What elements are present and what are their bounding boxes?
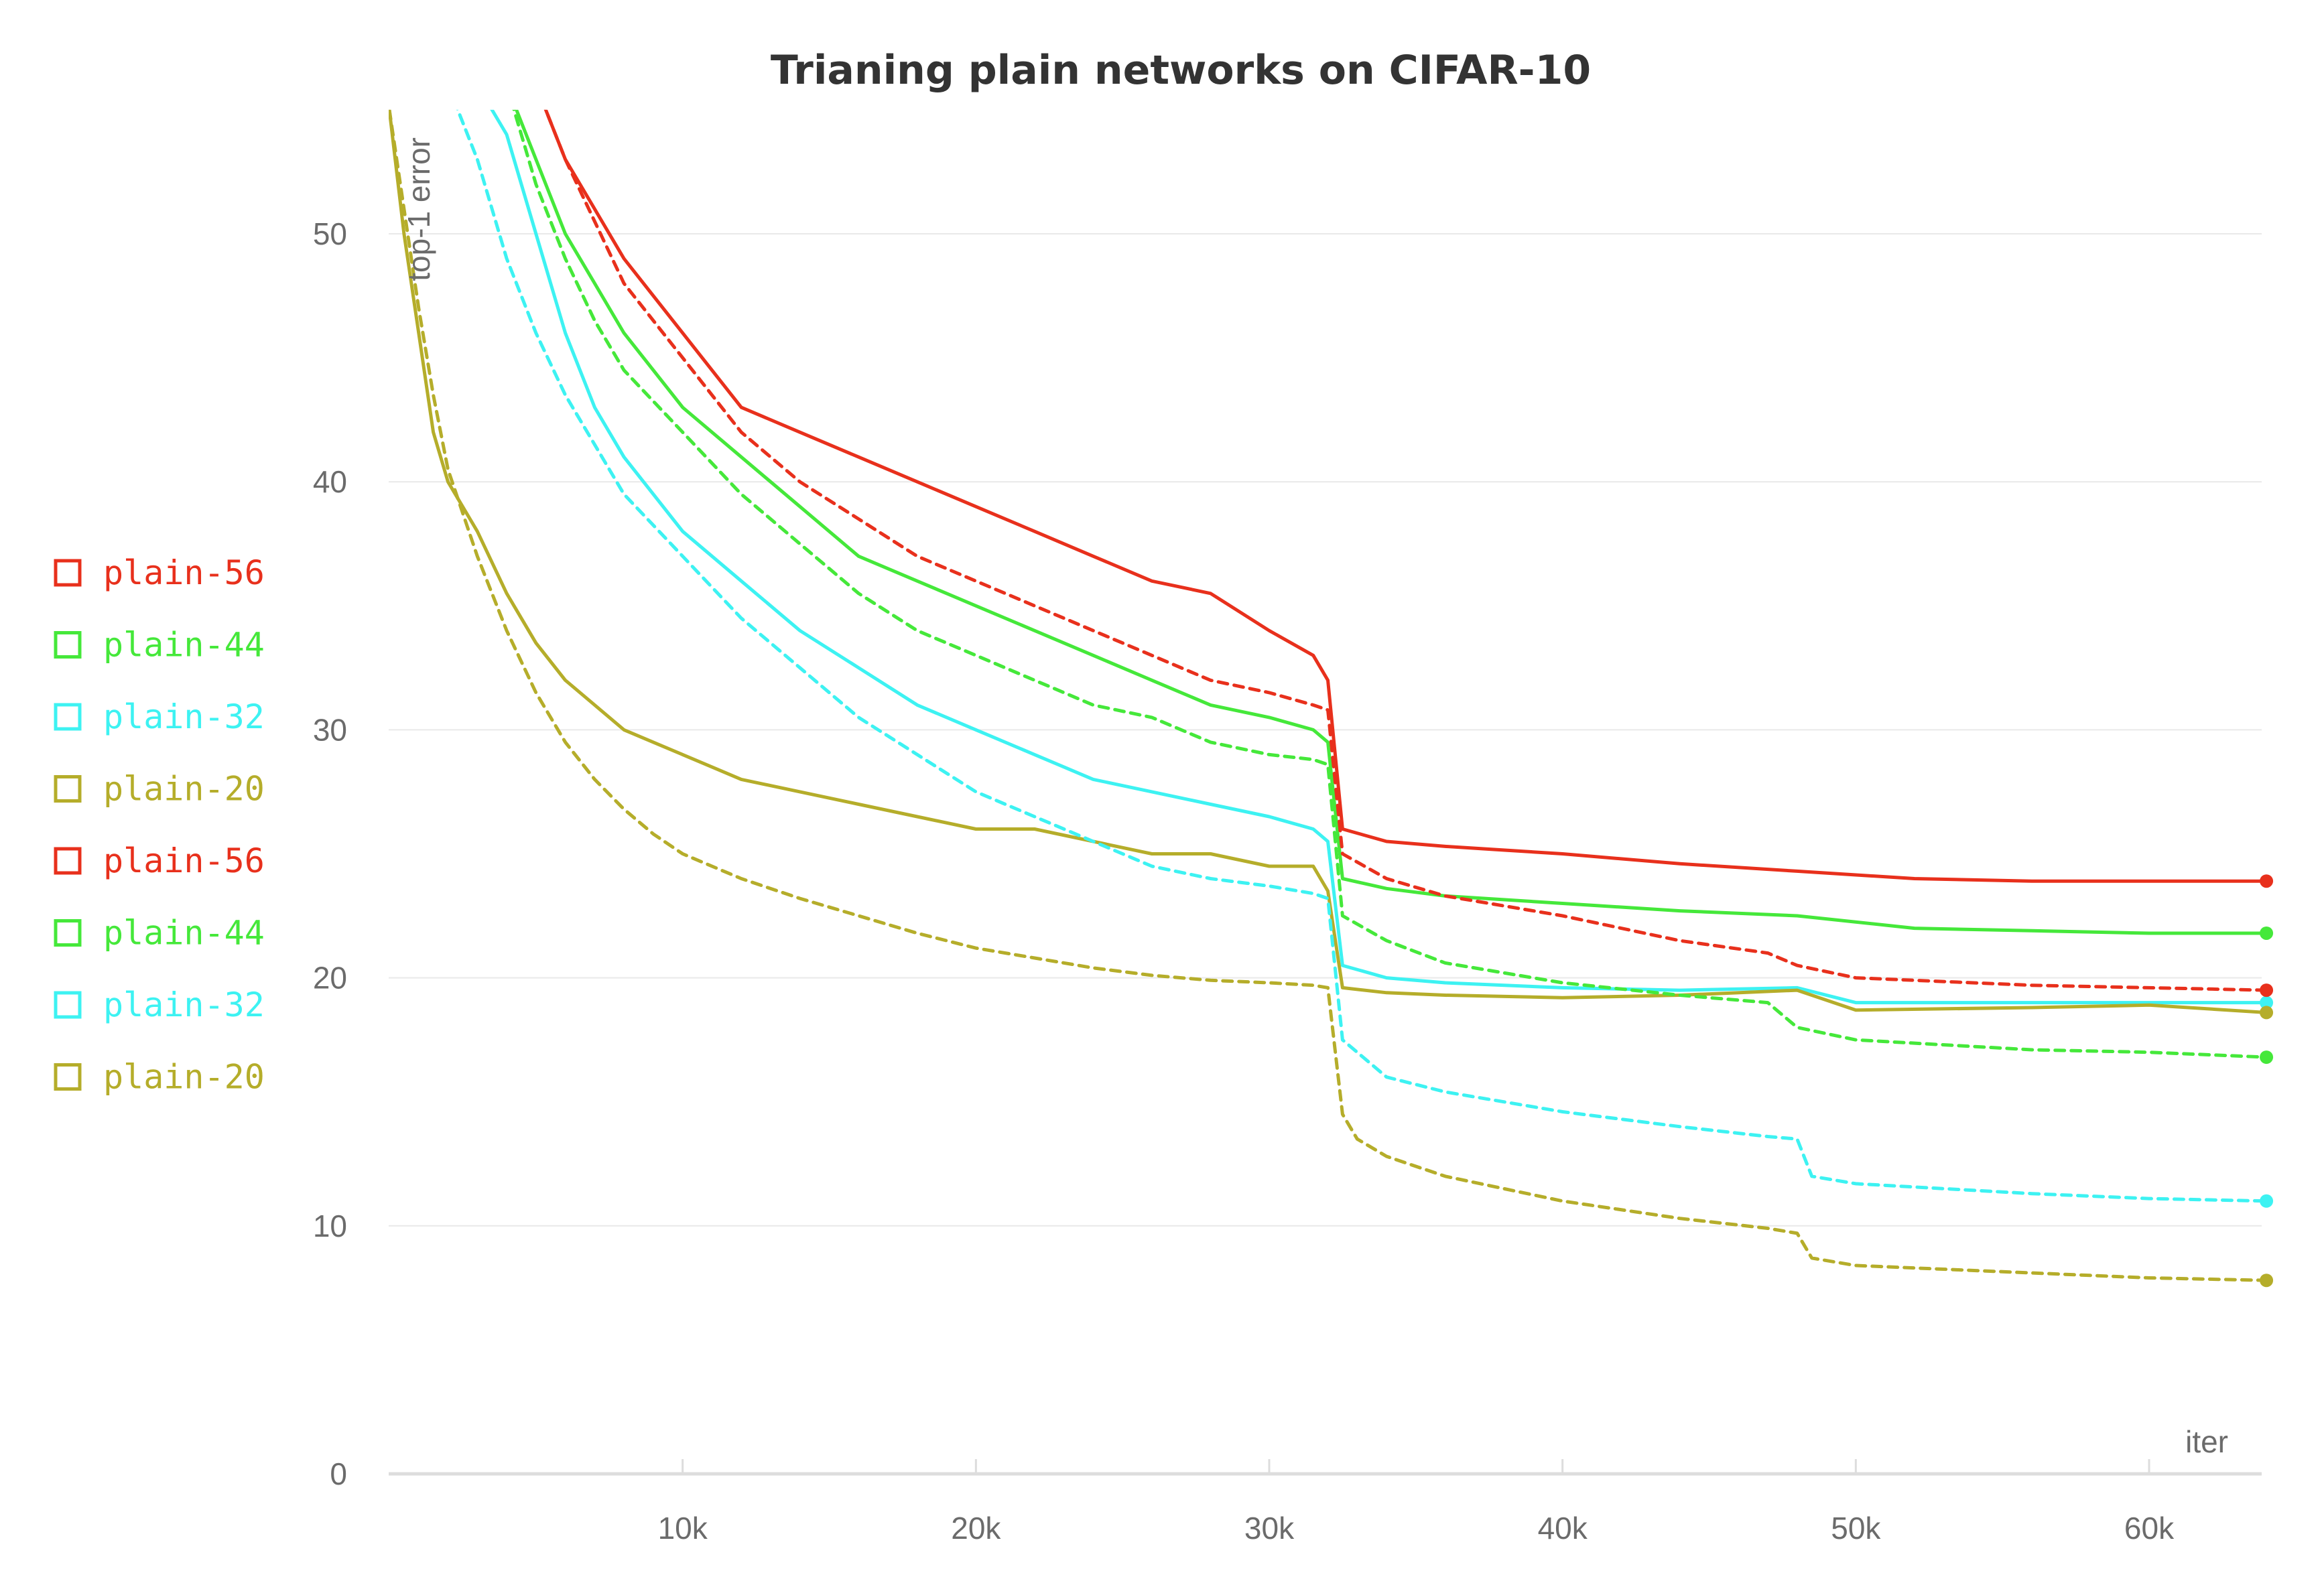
x-tick-label: 10k [658,1511,708,1546]
series-line-plain-56-dashed [543,109,2262,992]
series-line-plain-20-dashed [389,109,2262,1282]
y-tick-label: 50 [313,216,347,251]
series-endpoint-plain-20-dashed [2260,1274,2274,1288]
x-tick-label: 50k [1831,1511,1881,1546]
legend-swatch [54,1063,82,1091]
legend-label: plain-44 [103,914,265,953]
legend-swatch [54,775,82,803]
x-tick-label: 60k [2124,1511,2175,1546]
legend-swatch [54,631,82,659]
legend-label: plain-32 [103,985,265,1024]
series-endpoint-plain-44-dashed [2260,1050,2274,1065]
y-axis-label: top-1 error [401,137,436,281]
legend-label: plain-56 [103,553,265,592]
series-line-plain-20-solid [389,109,2262,1014]
y-tick-label: 40 [313,464,347,499]
legend-swatch [54,991,82,1019]
legend-item: plain-44 [54,626,265,665]
series-endpoint-plain-56-dashed [2260,983,2274,998]
legend-item: plain-20 [54,770,265,809]
y-tick-label: 0 [330,1456,347,1491]
legend-swatch [54,847,82,875]
series-endpoint-plain-56-solid [2260,874,2274,888]
axes: 0 10 20 30 40 50 10k 20k 30k 40k 50k 60k [313,216,2262,1546]
legend-label: plain-56 [103,841,265,880]
legend-item: plain-56 [54,553,265,592]
legend-item: plain-32 [54,985,265,1024]
chart-title: Trianing plain networks on CIFAR-10 [771,47,1591,94]
grid [389,233,2262,1227]
series-line-plain-44-dashed [512,109,2262,1059]
y-tick-label: 20 [313,961,347,996]
y-tick-label: 10 [313,1209,347,1243]
y-tick-label: 30 [313,712,347,747]
legend-label: plain-32 [103,697,265,736]
series-endpoint-plain-32-solid [2260,996,2274,1010]
legend-item: plain-20 [54,1058,265,1097]
series-group [389,109,2262,1282]
legend-item: plain-56 [54,841,265,880]
series-line-plain-56-solid [543,109,2262,883]
x-axis-label: iter [2185,1424,2228,1459]
plot-area [389,109,2274,1288]
series-endpoint-plain-44-solid [2260,926,2274,940]
legend-item: plain-32 [54,697,265,736]
legend-label: plain-20 [103,1058,265,1097]
x-tick-label: 40k [1538,1511,1588,1546]
legend-swatch [54,919,82,947]
legend-label: plain-20 [103,770,265,809]
legend: plain-56 plain-44 plain-32 plain-20 plain-56… [54,553,265,1097]
x-tick-label: 30k [1244,1511,1295,1546]
legend-item: plain-44 [54,914,265,953]
series-endpoint-plain-20-solid [2260,1006,2274,1020]
legend-swatch [54,559,82,587]
x-tick-label: 20k [951,1511,1001,1546]
series-line-plain-44-solid [514,109,2262,935]
legend-swatch [54,703,82,731]
series-line-plain-32-solid [490,109,2262,1005]
legend-label: plain-44 [103,626,265,665]
series-endpoint-plain-32-dashed [2260,1194,2274,1208]
series-line-plain-32-dashed [456,109,2262,1203]
